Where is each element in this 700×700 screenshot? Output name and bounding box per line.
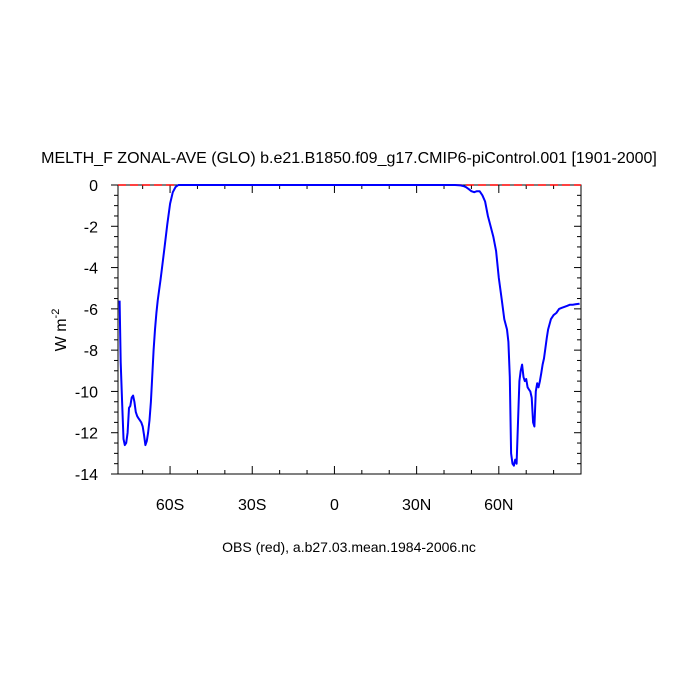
x-tick-label: 30S xyxy=(238,497,266,514)
chart-footer: OBS (red), a.b27.03.mean.1984-2006.nc xyxy=(222,539,476,555)
series-line-model-blue xyxy=(118,184,580,467)
y-tick-label: -10 xyxy=(75,384,98,401)
y-tick-label: -14 xyxy=(75,467,98,484)
x-tick-label: 30N xyxy=(402,497,431,514)
y-tick-labels: 0 -2 -4 -6 -8 -10 -12 -14 xyxy=(75,178,98,484)
series-layer xyxy=(118,184,581,467)
y-tick-label: -12 xyxy=(75,426,98,443)
x-tick-label: 60S xyxy=(156,497,184,514)
y-tick-label: -2 xyxy=(84,219,98,236)
y-tick-label: -4 xyxy=(84,261,98,278)
x-tick-label: 0 xyxy=(330,497,339,514)
plot-area: 60S 30S 0 30N 60N 0 -2 -4 -6 -8 -10 -12 -14 xyxy=(75,178,582,514)
x-tick-labels: 60S 30S 0 30N 60N xyxy=(156,497,514,514)
y-tick-label: -6 xyxy=(84,302,98,319)
x-tick-label: 60N xyxy=(484,497,513,514)
y-axis-label-main: W m xyxy=(53,318,70,351)
y-tick-label: -8 xyxy=(84,343,98,360)
y-axis-label: W m-2 xyxy=(50,309,70,352)
y-axis-label-superscript: -2 xyxy=(50,309,62,319)
chart-title: MELTH_F ZONAL-AVE (GLO) b.e21.B1850.f09_… xyxy=(41,150,657,167)
y-tick-label: 0 xyxy=(89,178,98,195)
